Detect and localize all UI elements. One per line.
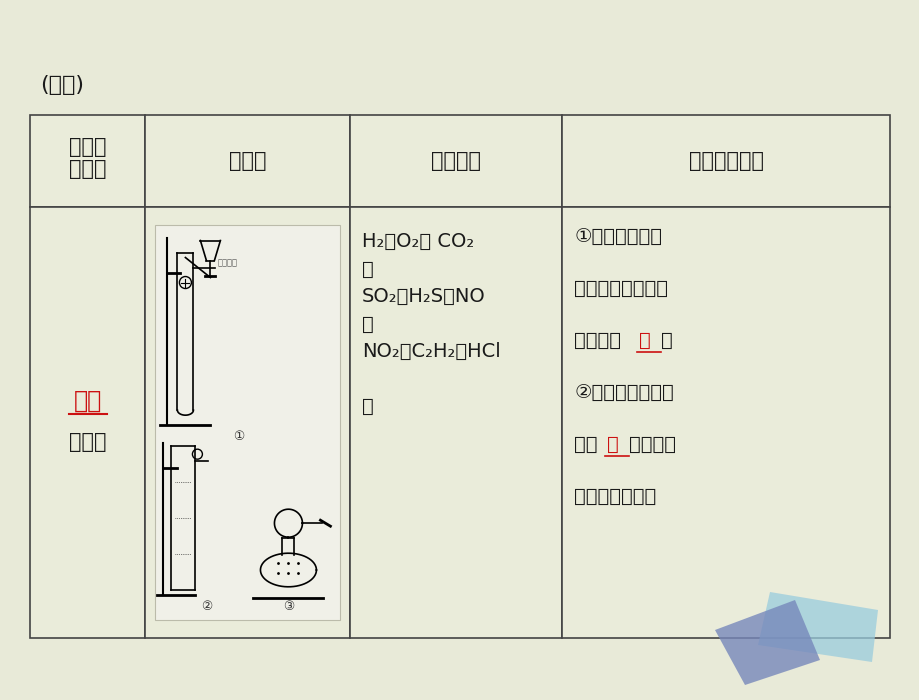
Text: 多孔隔板: 多孔隔板	[217, 258, 237, 267]
Text: ③: ③	[282, 600, 294, 613]
Text: 常温型: 常温型	[69, 433, 107, 452]
Bar	[30, 206, 145, 638]
Text: 用于: 用于	[573, 435, 597, 454]
Text: 液体的制气反应: 液体的制气反应	[573, 487, 656, 506]
Text: 块: 块	[607, 435, 618, 454]
Polygon shape	[714, 600, 819, 685]
Text: ②: ②	[201, 600, 212, 613]
Bar	[350, 206, 562, 638]
Text: 固液: 固液	[74, 389, 102, 412]
Bar	[155, 225, 340, 620]
Bar	[145, 206, 350, 638]
Text: SO₂、H₂S、NO: SO₂、H₂S、NO	[362, 287, 485, 306]
Bar	[145, 115, 350, 206]
Text: (续表): (续表)	[40, 75, 84, 95]
Bar	[562, 206, 889, 638]
Text: 状固体与: 状固体与	[629, 435, 675, 454]
Text: NO₂、C₂H₂、HCl: NO₂、C₂H₂、HCl	[362, 342, 500, 361]
Bar	[30, 115, 145, 206]
Text: 于液面以: 于液面以	[573, 331, 620, 350]
Text: 时，其下端口应位: 时，其下端口应位	[573, 279, 668, 298]
Text: 装置注意事项: 装置注意事项	[688, 150, 763, 171]
Text: H₂、O₂、 CO₂: H₂、O₂、 CO₂	[362, 232, 474, 251]
Text: 、: 、	[362, 315, 373, 334]
Polygon shape	[757, 592, 877, 662]
Text: 反应装: 反应装	[69, 136, 107, 157]
Text: 置类型: 置类型	[69, 159, 107, 178]
Text: ；: ；	[661, 331, 673, 350]
Text: 装置图: 装置图	[229, 150, 267, 171]
Text: 等: 等	[362, 397, 373, 416]
Bar	[562, 115, 889, 206]
Text: 、: 、	[362, 260, 373, 279]
Text: 下: 下	[639, 331, 651, 350]
Text: 适用气体: 适用气体	[431, 150, 481, 171]
Text: ①使用长颈漏斗: ①使用长颈漏斗	[573, 227, 662, 246]
Bar	[350, 115, 562, 206]
Text: ②启普发生器只适: ②启普发生器只适	[573, 383, 674, 402]
Text: ①: ①	[233, 430, 244, 443]
